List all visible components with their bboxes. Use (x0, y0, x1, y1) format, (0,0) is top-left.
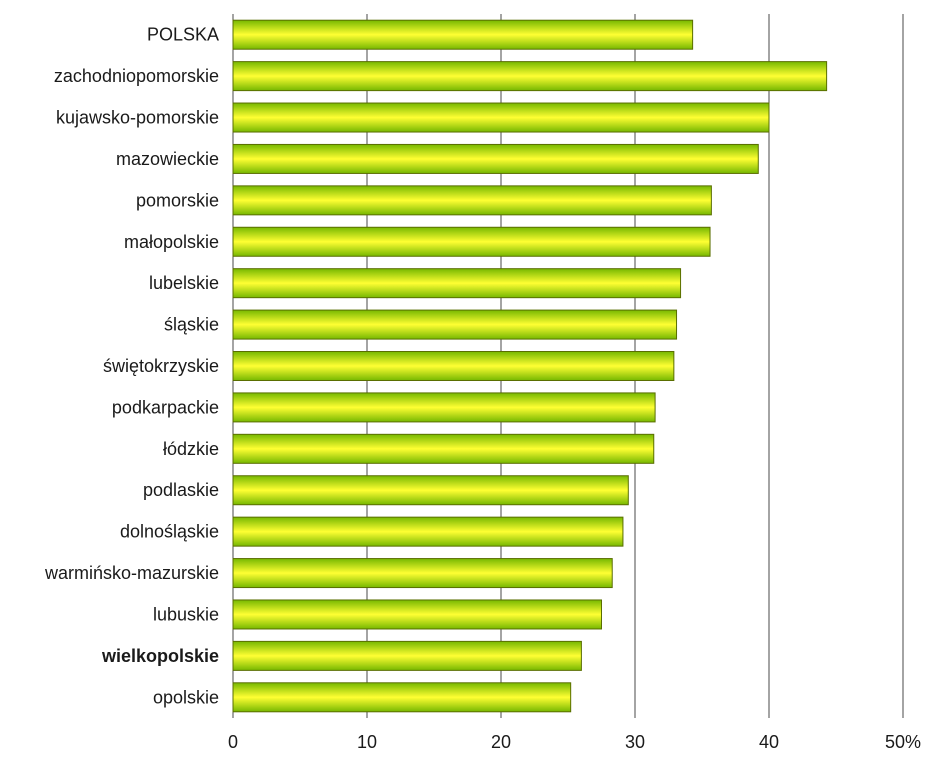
x-axis-tick-labels: 0 10 20 30 40 50% (228, 732, 921, 752)
bar (232, 309, 678, 340)
category-label: mazowieckie (116, 149, 219, 169)
bar (232, 682, 572, 713)
bar (232, 102, 770, 133)
category-labels: POLSKA zachodniopomorskie kujawsko-pomorsk… (44, 25, 219, 708)
category-label: kujawsko-pomorskie (56, 108, 219, 128)
category-label: pomorskie (136, 190, 219, 210)
x-tick-label: 20 (491, 732, 511, 752)
category-label: podkarpackie (112, 397, 219, 417)
category-label: zachodniopomorskie (54, 66, 219, 86)
x-tick-label: 0 (228, 732, 238, 752)
x-tick-label: 30 (625, 732, 645, 752)
category-label: opolskie (153, 687, 219, 707)
x-tick-label: 40 (759, 732, 779, 752)
bar (232, 475, 629, 506)
x-tick-label: 10 (357, 732, 377, 752)
category-label: dolnośląskie (120, 522, 219, 542)
category-label: śląskie (164, 315, 219, 335)
category-label: lubelskie (149, 273, 219, 293)
bars (232, 19, 828, 713)
bar (232, 640, 582, 671)
category-label: lubuskie (153, 604, 219, 624)
category-label: małopolskie (124, 232, 219, 252)
bar (232, 516, 624, 547)
category-label: warmińsko-mazurskie (44, 563, 219, 583)
category-label: łódzkie (163, 439, 219, 459)
bar (232, 392, 656, 423)
bar (232, 558, 613, 589)
bar (232, 351, 675, 381)
bar (232, 19, 694, 50)
bar (232, 433, 655, 464)
category-label: podlaskie (143, 480, 219, 500)
x-tick-label: 50% (885, 732, 921, 752)
category-label: wielkopolskie (101, 646, 219, 666)
category-label: POLSKA (147, 25, 219, 45)
bar (232, 268, 682, 299)
bar (232, 226, 711, 257)
bar (232, 143, 759, 174)
category-label: świętokrzyskie (103, 356, 219, 376)
bar (232, 185, 712, 216)
bar (232, 599, 602, 630)
bar (232, 61, 828, 92)
